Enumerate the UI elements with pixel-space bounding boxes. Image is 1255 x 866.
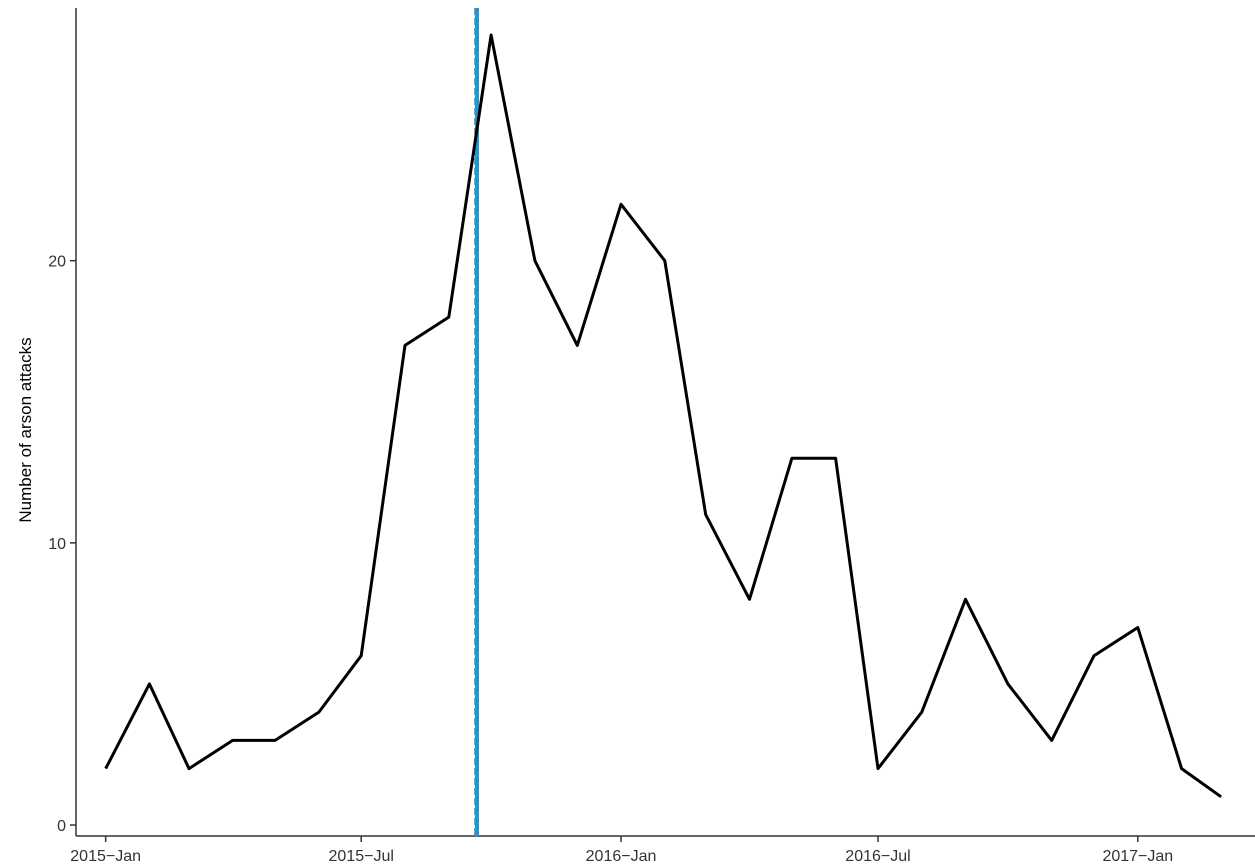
x-tick-label: 2015−Jan bbox=[70, 848, 141, 865]
y-tick-label: 20 bbox=[48, 254, 66, 271]
x-tick-label: 2016−Jul bbox=[845, 848, 910, 865]
y-tick-label: 10 bbox=[48, 536, 66, 553]
x-tick-label: 2016−Jan bbox=[586, 848, 657, 865]
x-tick-label: 2017−Jan bbox=[1102, 848, 1173, 865]
y-axis-title: Number of arson attacks bbox=[16, 337, 35, 522]
reference-lines bbox=[474, 8, 480, 836]
y-ticks: 0 10 20 bbox=[48, 254, 76, 835]
series-group bbox=[104, 33, 1222, 799]
y-tick-label: 0 bbox=[57, 818, 66, 835]
series-line bbox=[104, 33, 1222, 799]
x-ticks: 2015−Jan 2015−Jul 2016−Jan 2016−Jul 2017−Jan bbox=[70, 836, 1173, 865]
x-tick-label: 2015−Jul bbox=[329, 848, 394, 865]
